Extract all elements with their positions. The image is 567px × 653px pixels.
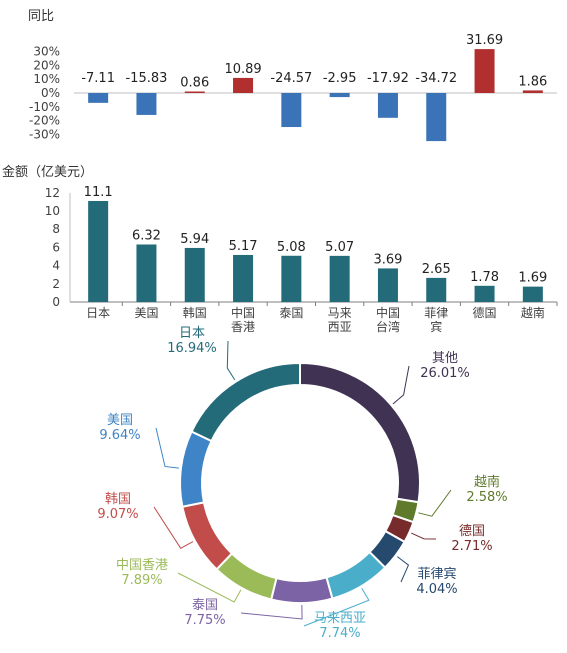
yoy-value-label: -17.92 <box>367 71 409 86</box>
amount-bar <box>233 254 254 302</box>
amount-category-label: 中国台湾 <box>376 305 400 334</box>
yoy-y-tick: -10% <box>29 100 60 114</box>
yoy-bar <box>88 93 109 103</box>
yoy-value-label: 0.86 <box>180 76 209 91</box>
donut-slice <box>179 430 213 508</box>
amount-y-tick: 4 <box>52 259 60 273</box>
donut-leader-line <box>153 506 194 549</box>
donut-slice <box>299 361 421 504</box>
donut-slice <box>269 576 334 604</box>
amount-value-label: 5.17 <box>229 239 258 254</box>
amount-value-label: 1.78 <box>470 270 499 285</box>
donut-slice <box>190 361 301 443</box>
amount-value-label: 6.32 <box>132 228 161 243</box>
share-donut-chart: 其他 26.01% 越南 2.58% 德国 2.71% 菲律宾 4.04% 马来西亚 7.74% 泰… <box>97 326 507 641</box>
donut-leader-line <box>411 532 437 540</box>
yoy-value-label: -34.72 <box>415 71 457 86</box>
donut-leader-line <box>392 365 410 405</box>
amount-bar <box>426 277 447 302</box>
amount-category-label: 中国香港 <box>231 305 255 334</box>
amount-y-tick: 12 <box>45 186 60 200</box>
yoy-y-tick: 20% <box>33 58 60 72</box>
amount-chart: 12 10 8 6 4 2 0 11.1 日本 6.32 美国 5.94 韩国 5.17 中国香港 5.08 泰… <box>45 185 558 334</box>
yoy-value-label: 10.89 <box>224 62 261 77</box>
yoy-bar <box>281 93 302 128</box>
donut-leader-line <box>396 556 410 583</box>
yoy-value-label: 1.86 <box>518 74 547 89</box>
donut-label: 马来西亚 7.74% <box>314 611 366 641</box>
amount-category-label: 德国 <box>473 305 497 320</box>
amount-y-tick: 10 <box>45 204 60 218</box>
amount-bar <box>329 255 350 302</box>
donut-leader-line <box>155 427 179 469</box>
donut-leader-line <box>226 340 236 381</box>
amount-bar <box>281 255 302 302</box>
amount-y-tick: 8 <box>52 222 60 236</box>
donut-slice <box>325 550 387 600</box>
yoy-bar <box>474 49 495 93</box>
yoy-y-tick: -30% <box>29 128 60 142</box>
amount-category-label: 马来西亚 <box>328 306 352 334</box>
amount-value-label: 2.65 <box>422 262 451 277</box>
donut-label: 德国 2.71% <box>451 524 492 554</box>
donut-label: 越南 2.58% <box>466 474 507 505</box>
donut-label: 泰国 7.75% <box>184 598 225 628</box>
amount-bar <box>474 285 495 302</box>
amount-value-label: 5.07 <box>325 240 354 255</box>
donut-leader-line <box>240 604 303 620</box>
amount-y-tick: 0 <box>52 295 60 309</box>
donut-label: 日本 16.94% <box>167 326 217 356</box>
donut-leader-line <box>418 489 452 517</box>
amount-value-label: 11.1 <box>84 185 113 200</box>
donut-leader-line <box>177 572 242 603</box>
amount-y-tick: 6 <box>52 240 60 254</box>
yoy-title: 同比 <box>28 9 54 24</box>
amount-value-label: 5.08 <box>277 240 306 255</box>
amount-category-label: 日本 <box>86 306 110 320</box>
yoy-bar <box>522 90 543 93</box>
donut-label: 菲律宾 4.04% <box>416 566 457 597</box>
amount-category-label: 韩国 <box>183 305 207 320</box>
amount-category-label: 越南 <box>521 305 545 320</box>
donut-label: 韩国 9.07% <box>97 492 138 522</box>
amount-category-label: 美国 <box>134 306 158 320</box>
yoy-bar <box>184 91 205 93</box>
yoy-bar <box>136 93 157 115</box>
amount-bar <box>184 247 205 302</box>
yoy-bar <box>377 93 398 118</box>
yoy-bar <box>233 77 254 93</box>
yoy-bar <box>426 93 447 142</box>
amount-category-label: 菲律宾 <box>424 306 448 334</box>
donut-label: 其他 26.01% <box>420 351 470 381</box>
yoy-value-label: -7.11 <box>81 71 115 86</box>
yoy-chart: 30%20%10%0%-10%-20%-30% -7.11 -15.83 0.86 10… <box>29 33 557 142</box>
amount-bar <box>136 244 157 302</box>
donut-label: 美国 9.64% <box>99 413 140 443</box>
yoy-value-label: -15.83 <box>125 71 167 86</box>
donut-label: 中国香港 7.89% <box>116 558 168 588</box>
yoy-bar <box>329 93 350 98</box>
yoy-value-label: -24.57 <box>270 71 312 86</box>
yoy-value-label: 31.69 <box>466 33 503 48</box>
yoy-y-tick: 30% <box>33 44 60 58</box>
donut-leader-line <box>303 587 370 627</box>
amount-y-tick: 2 <box>52 277 60 291</box>
donut-slice <box>181 501 234 571</box>
amount-bar <box>522 286 543 302</box>
yoy-y-tick: 0% <box>41 86 60 100</box>
yoy-value-label: -2.95 <box>323 71 357 86</box>
amount-title: 金额（亿美元） <box>2 164 93 180</box>
amount-value-label: 3.69 <box>373 252 402 267</box>
amount-value-label: 5.94 <box>180 232 209 247</box>
yoy-y-tick: 10% <box>33 72 60 86</box>
amount-category-label: 泰国 <box>279 306 303 320</box>
amount-bar <box>377 268 398 302</box>
yoy-y-tick: -20% <box>29 114 60 128</box>
amount-value-label: 1.69 <box>518 271 547 286</box>
amount-bar <box>88 200 109 302</box>
